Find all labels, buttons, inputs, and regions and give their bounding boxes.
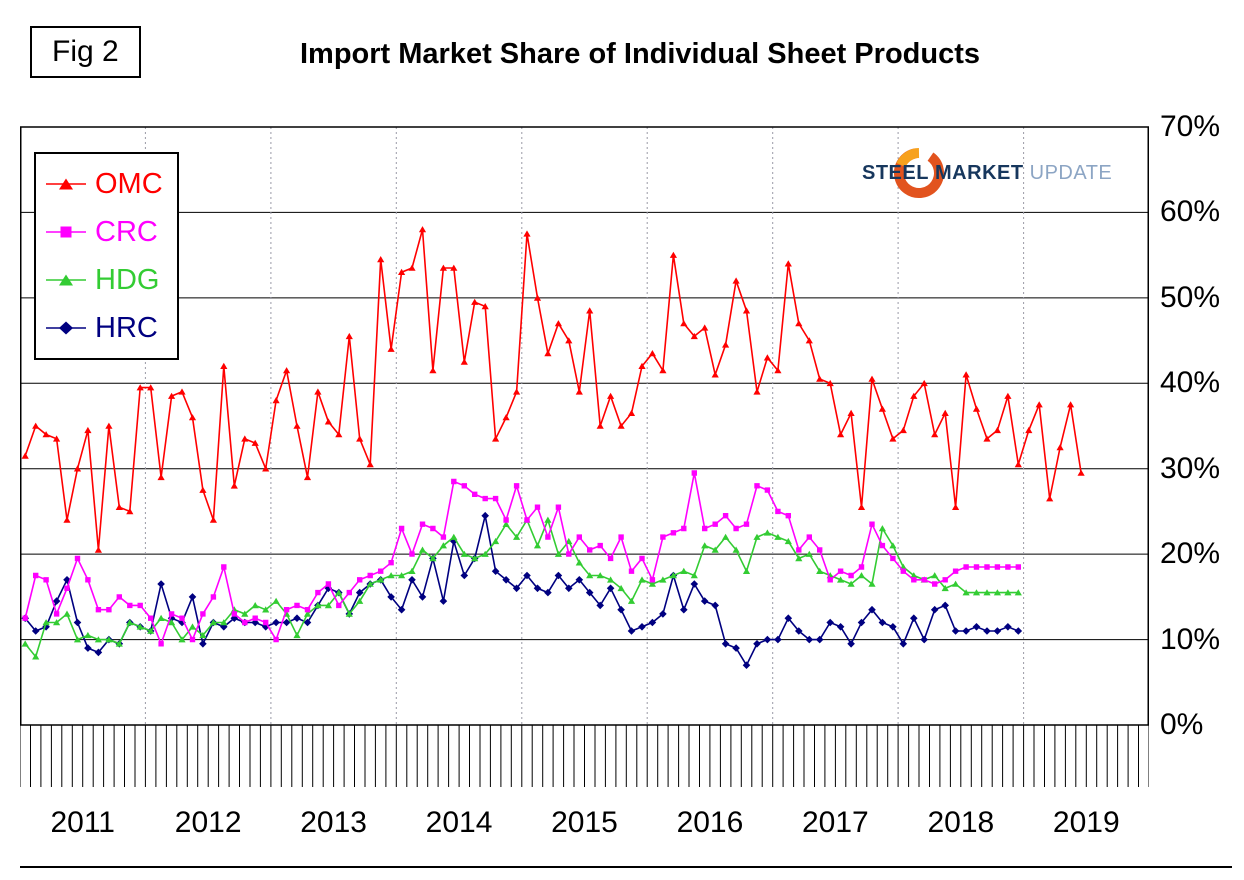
legend-label-crc: CRC [95,216,158,249]
legend: OMC CRC HDG HRC [34,152,179,360]
omc-triangle-marker-icon [46,175,86,193]
legend-item-hrc: HRC [46,304,163,352]
x-axis-year-label: 2012 [145,806,271,840]
x-axis-year-label: 2014 [396,806,522,840]
y-axis-tick-label: 70% [1160,108,1240,146]
hrc-diamond-marker-icon [46,319,86,337]
legend-item-omc: OMC [46,160,163,208]
legend-label-hrc: HRC [95,312,158,345]
smu-logo-text: STEEL MARKET UPDATE [862,162,1112,185]
x-axis-year-label: 2016 [647,806,773,840]
legend-label-hdg: HDG [95,264,159,297]
x-axis-year-label: 2019 [1023,806,1149,840]
figure-label: Fig 2 [30,26,141,78]
x-axis-year-label: 2018 [898,806,1024,840]
x-axis-year-label: 2011 [20,806,146,840]
x-axis-year-label: 2013 [271,806,397,840]
crc-square-marker-icon [46,223,86,241]
smu-logo: STEEL MARKET UPDATE [862,146,1122,202]
x-axis-year-label: 2017 [772,806,898,840]
y-axis-tick-label: 60% [1160,193,1240,231]
legend-label-omc: OMC [95,168,163,201]
y-axis-tick-label: 0% [1160,706,1240,744]
x-axis-year-label: 2015 [522,806,648,840]
y-axis-tick-label: 20% [1160,535,1240,573]
bottom-border-line [20,866,1232,868]
chart-page: Fig 2 Import Market Share of Individual … [0,0,1244,880]
logo-word-steel: STEEL [862,162,929,184]
y-axis-tick-label: 30% [1160,450,1240,488]
hdg-triangle-marker-icon [46,271,86,289]
plot-svg [20,118,1149,870]
legend-item-hdg: HDG [46,256,163,304]
y-axis-tick-label: 40% [1160,364,1240,402]
logo-word-update: UPDATE [1030,162,1113,184]
legend-item-crc: CRC [46,208,163,256]
y-axis-tick-label: 50% [1160,279,1240,317]
y-axis-tick-label: 10% [1160,621,1240,659]
chart-title: Import Market Share of Individual Sheet … [140,38,1140,71]
logo-word-market: MARKET [935,162,1024,184]
